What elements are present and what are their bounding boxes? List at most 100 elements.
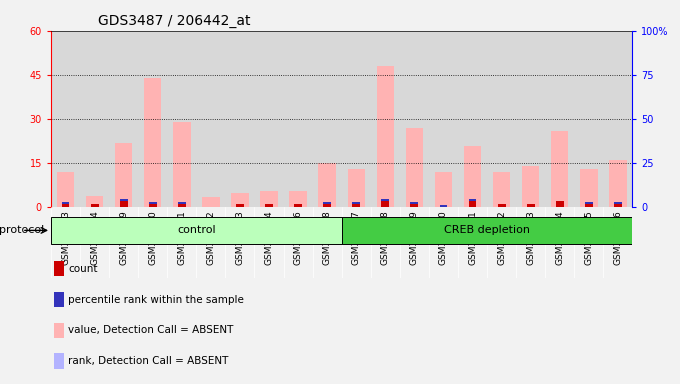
Bar [556, 202, 564, 207]
Bar [585, 204, 593, 207]
Bar [406, 128, 423, 207]
Bar [265, 204, 273, 207]
Bar [498, 204, 505, 207]
Text: GSM304487: GSM304487 [352, 210, 360, 265]
Bar [149, 204, 156, 207]
Bar [458, 31, 487, 207]
Bar [62, 204, 69, 207]
Text: protocol: protocol [0, 225, 48, 235]
Bar [54, 261, 65, 276]
Bar [109, 31, 138, 207]
Bar [290, 191, 307, 207]
Bar [411, 204, 418, 207]
Bar [551, 131, 568, 207]
Text: GSM304491: GSM304491 [468, 210, 477, 265]
Bar [51, 31, 80, 207]
Bar [260, 191, 277, 207]
Bar [609, 160, 626, 207]
Bar [469, 199, 477, 202]
Text: GSM304479: GSM304479 [119, 210, 128, 265]
Bar [54, 292, 65, 307]
Bar [120, 202, 128, 207]
Bar [313, 31, 341, 207]
Text: rank, Detection Call = ABSENT: rank, Detection Call = ABSENT [69, 356, 228, 366]
Bar [347, 169, 365, 207]
Bar [585, 202, 593, 204]
Bar [411, 202, 418, 204]
Bar [323, 204, 331, 207]
Text: value, Detection Call = ABSENT: value, Detection Call = ABSENT [69, 325, 234, 335]
Bar [90, 204, 99, 207]
Bar [371, 31, 400, 207]
Bar [516, 31, 545, 207]
Bar [342, 31, 371, 207]
Bar [284, 31, 313, 207]
Text: GSM304481: GSM304481 [177, 210, 186, 265]
Bar [381, 202, 389, 207]
Text: GSM304484: GSM304484 [265, 210, 273, 265]
Bar [469, 202, 477, 207]
Bar [435, 172, 452, 207]
Bar [323, 202, 331, 204]
Bar [493, 172, 510, 207]
Bar [149, 202, 156, 204]
Text: CREB depletion: CREB depletion [444, 225, 530, 235]
Bar [120, 199, 128, 202]
Text: count: count [69, 264, 98, 274]
Bar [197, 31, 225, 207]
Bar [377, 66, 394, 207]
Bar [522, 166, 539, 207]
Bar [178, 202, 186, 204]
Text: GSM304493: GSM304493 [526, 210, 535, 265]
Bar [487, 31, 516, 207]
Text: GSM304498: GSM304498 [323, 210, 332, 265]
Text: GSM304483: GSM304483 [235, 210, 244, 265]
Bar [80, 31, 109, 207]
Bar [614, 204, 622, 207]
Bar [51, 217, 341, 244]
Bar [54, 353, 65, 369]
Bar [254, 31, 284, 207]
Bar [603, 31, 632, 207]
Text: GSM304480: GSM304480 [148, 210, 157, 265]
Bar [400, 31, 429, 207]
Bar [178, 204, 186, 207]
Bar [580, 169, 598, 207]
Bar [342, 217, 632, 244]
Text: GSM304303: GSM304303 [61, 210, 70, 265]
Text: percentile rank within the sample: percentile rank within the sample [69, 295, 244, 305]
Bar [318, 163, 336, 207]
Text: GSM304489: GSM304489 [410, 210, 419, 265]
Bar [352, 202, 360, 204]
Bar [464, 146, 481, 207]
Text: control: control [177, 225, 216, 235]
Text: GSM304482: GSM304482 [207, 210, 216, 265]
Bar [439, 205, 447, 207]
Bar [614, 202, 622, 204]
Bar [173, 122, 190, 207]
Bar [231, 193, 249, 207]
Text: GSM304495: GSM304495 [584, 210, 593, 265]
Bar [429, 31, 458, 207]
Text: GSM304496: GSM304496 [613, 210, 622, 265]
Bar [54, 323, 65, 338]
Bar [294, 204, 302, 207]
Bar [115, 142, 133, 207]
Bar [225, 31, 254, 207]
Text: GSM304494: GSM304494 [556, 210, 564, 265]
Bar [144, 78, 161, 207]
Text: GSM304304: GSM304304 [90, 210, 99, 265]
Bar [167, 31, 197, 207]
Bar [86, 195, 103, 207]
Bar [202, 197, 220, 207]
Bar [236, 204, 244, 207]
Bar [574, 31, 603, 207]
Bar [62, 202, 69, 204]
Text: GSM304486: GSM304486 [294, 210, 303, 265]
Bar [527, 204, 534, 207]
Bar [545, 31, 575, 207]
Text: GSM304488: GSM304488 [381, 210, 390, 265]
Bar [138, 31, 167, 207]
Text: GDS3487 / 206442_at: GDS3487 / 206442_at [97, 14, 250, 28]
Text: GSM304492: GSM304492 [497, 210, 506, 265]
